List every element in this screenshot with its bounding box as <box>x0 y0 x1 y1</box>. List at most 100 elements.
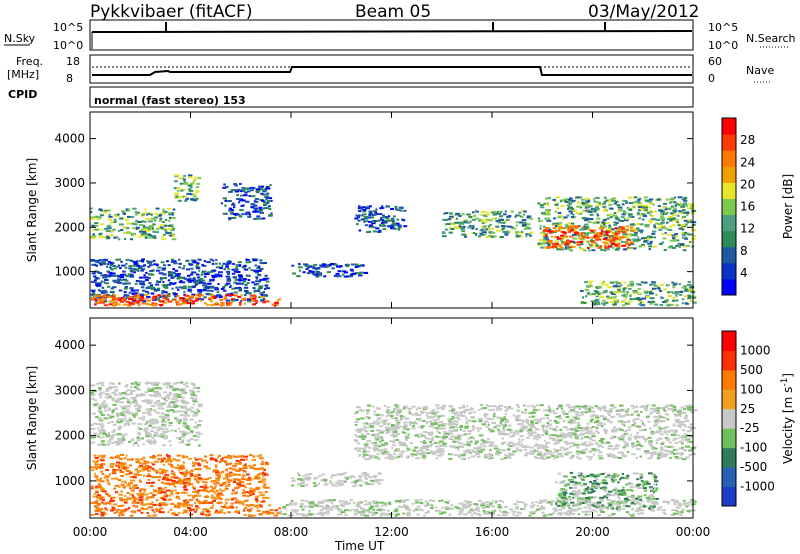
power-ytick-label: 1000 <box>54 265 85 279</box>
nsky-tick-top: 10^5 <box>53 21 83 34</box>
xtick-label: 20:00 <box>575 525 610 539</box>
power-region-4 <box>291 262 369 278</box>
freq-tick-bottom: 8 <box>66 72 73 85</box>
velocity-colorbar-swatch <box>722 369 736 390</box>
power-ylabel: Slant Range [km] <box>25 158 39 262</box>
power-colorbar-swatch <box>722 150 736 167</box>
cpid-text: normal (fast stereo) 153 <box>94 94 246 107</box>
cpid-label: CPID <box>8 88 37 101</box>
power-region-0 <box>90 207 177 241</box>
nave-tick-top: 60 <box>708 55 722 68</box>
nsearch-tick-bottom: 10^0 <box>708 39 738 52</box>
date-title: 03/May/2012 <box>588 2 700 22</box>
velocity-colorbar-tick: -1000 <box>740 480 775 494</box>
power-colorbar-swatch <box>722 246 736 264</box>
beam-title: Beam 05 <box>355 2 431 22</box>
nsearch-tick-top: 10^5 <box>708 21 738 34</box>
power-region-9 <box>90 293 282 307</box>
power-colorbar-tick: 8 <box>740 244 748 258</box>
velocity-colorbar-tick: -500 <box>740 460 767 474</box>
velocity-colorbar: 1000 500 100 25 -25 -100 -500 -1000 Velocity [m … <box>721 330 795 507</box>
nave-tick-bottom: 0 <box>708 72 715 85</box>
cpid-panel-frame <box>89 86 694 108</box>
velocity-colorbar-tick: -100 <box>740 441 767 455</box>
power-colorbar-swatch <box>722 166 736 183</box>
velocity-region-4 <box>291 471 384 488</box>
x-axis-label: Time UT <box>334 539 385 553</box>
velocity-colorbar-swatch <box>722 389 736 410</box>
xtick-label: 16:00 <box>475 525 510 539</box>
velocity-ytick-label: 1000 <box>54 474 85 488</box>
power-colorbar-swatch <box>722 118 736 135</box>
power-region-3 <box>90 258 270 303</box>
power-colorbar-swatch <box>722 230 736 248</box>
velocity-panel: 1000 2000 3000 4000 00:00 04:00 08:00 12:00 16:0… <box>25 317 795 539</box>
velocity-colorbar-swatch <box>722 486 736 507</box>
freq-label-1: Freq. <box>16 55 43 68</box>
nsky-tick-bottom: 10^0 <box>53 39 83 52</box>
velocity-region-0 <box>90 381 203 447</box>
power-region-8 <box>542 225 635 249</box>
power-region-1 <box>173 174 202 202</box>
nsky-panel-frame <box>89 19 694 51</box>
freq-tick-top: 18 <box>66 55 80 68</box>
power-colorbar: 28 24 20 16 12 8 4 Power [dB] <box>721 117 795 296</box>
velocity-ylabel: Slant Range [km] <box>25 366 39 470</box>
nsky-trace <box>91 30 693 33</box>
velocity-colorbar-tick: -25 <box>740 421 760 435</box>
velocity-colorbar-label-sup: -1 <box>780 378 790 387</box>
power-colorbar-swatch <box>722 214 736 232</box>
xtick-label: 12:00 <box>374 525 409 539</box>
freq-panel-frame <box>89 54 694 84</box>
velocity-colorbar-tick: 25 <box>740 402 755 416</box>
freq-trace <box>92 66 692 76</box>
velocity-ytick-label: 4000 <box>54 338 85 352</box>
velocity-colorbar-swatch <box>722 447 736 468</box>
power-colorbar-swatch <box>722 262 736 280</box>
power-colorbar-swatch <box>722 182 736 199</box>
power-colorbar-tick: 20 <box>740 177 755 191</box>
power-colorbar-swatch <box>722 278 736 296</box>
power-colorbar-swatch <box>722 198 736 216</box>
power-colorbar-tick: 12 <box>740 222 755 236</box>
power-region-6 <box>441 209 534 238</box>
xtick-label: 00:00 <box>676 525 711 539</box>
velocity-region-5 <box>353 404 698 461</box>
velocity-colorbar-swatch <box>722 331 736 351</box>
velocity-colorbar-swatch <box>722 408 736 429</box>
power-ytick-label: 3000 <box>54 176 85 190</box>
velocity-ytick-label: 2000 <box>54 429 85 443</box>
velocity-colorbar-swatch <box>722 467 736 488</box>
velocity-colorbar-tick: 500 <box>740 363 763 377</box>
velocity-ytick-label: 3000 <box>54 383 85 397</box>
freq-label-2: [MHz] <box>7 68 39 81</box>
xtick-label: 04:00 <box>173 525 208 539</box>
velocity-colorbar-tick: 1000 <box>740 343 771 357</box>
velocity-region-6 <box>555 471 659 510</box>
xtick-label: 08:00 <box>274 525 309 539</box>
power-colorbar-tick: 4 <box>740 266 748 280</box>
velocity-colorbar-swatch <box>722 350 736 371</box>
velocity-region-1 <box>90 453 270 506</box>
power-colorbar-tick: 28 <box>740 133 755 147</box>
power-colorbar-swatch <box>722 134 736 151</box>
velocity-region-2 <box>90 503 281 517</box>
velocity-region-3 <box>278 499 697 517</box>
xtick-label: 00:00 <box>73 525 108 539</box>
nsearch-label: N.Search <box>746 32 796 45</box>
nave-label: Nave <box>746 64 774 77</box>
power-region-5 <box>354 205 408 234</box>
velocity-colorbar-swatch <box>722 428 736 449</box>
power-colorbar-frame <box>721 117 737 296</box>
velocity-colorbar-frame <box>721 330 737 507</box>
power-region-10 <box>580 280 697 307</box>
power-region-2 <box>220 183 273 221</box>
power-colorbar-tick: 24 <box>740 155 755 169</box>
power-colorbar-tick: 16 <box>740 200 755 214</box>
velocity-colorbar-label-end: ] <box>781 373 795 378</box>
station-title: Pykkvibaer (fitACF) <box>90 2 252 22</box>
power-ytick-label: 4000 <box>54 132 85 146</box>
power-colorbar-label: Power [dB] <box>781 174 795 239</box>
nsky-label: N.Sky <box>4 32 36 45</box>
